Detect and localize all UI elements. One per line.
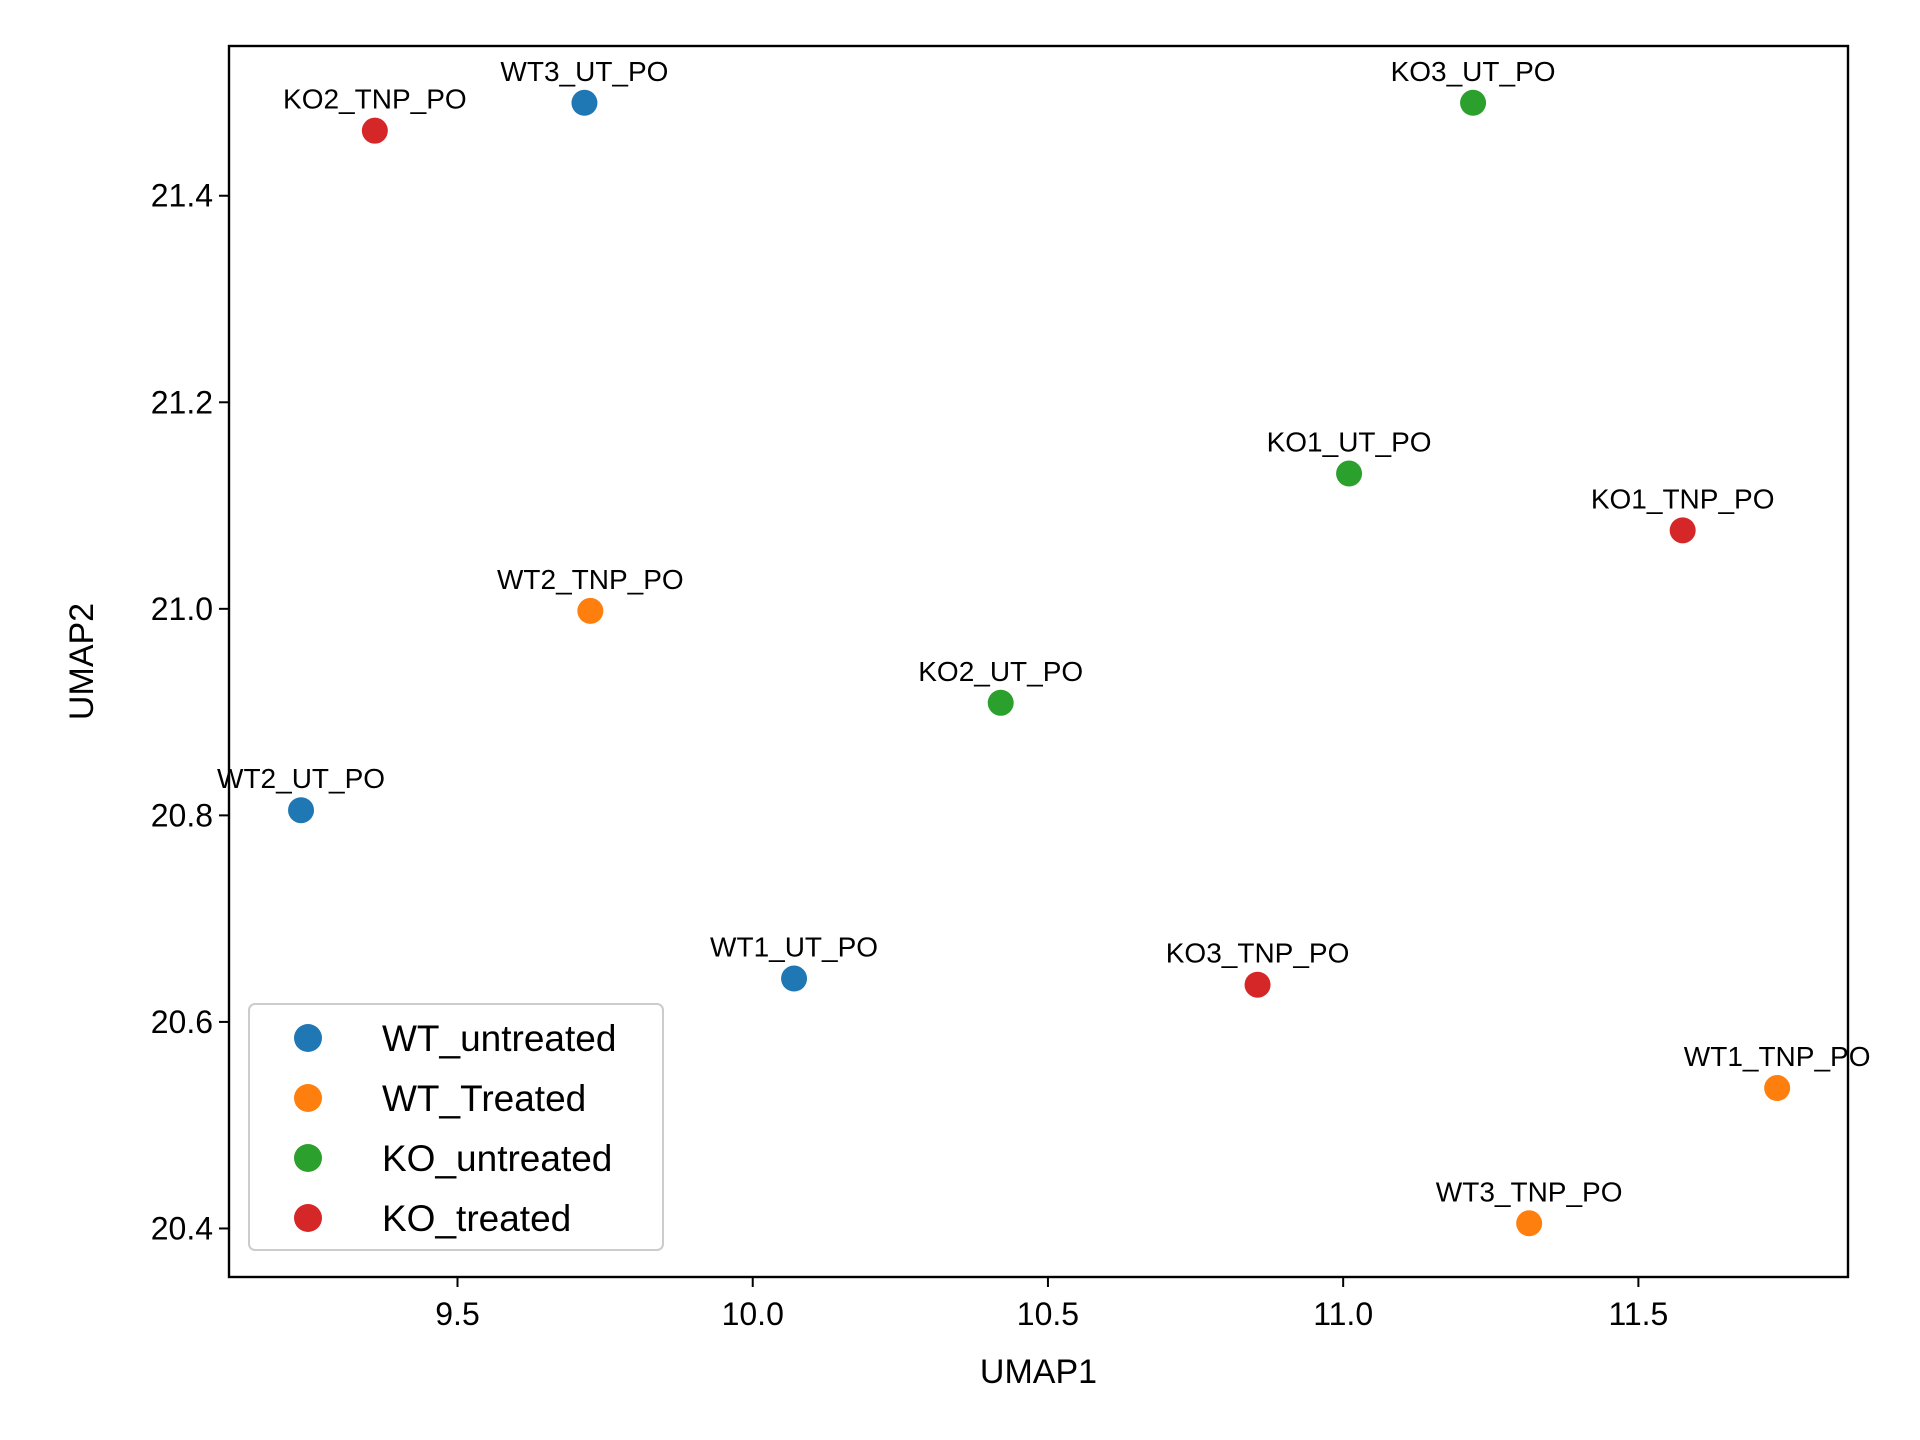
data-point-ko1-ut-po [1336,460,1363,487]
x-tick-label: 11.5 [1608,1296,1668,1332]
data-point-ko2-tnp-po [361,117,388,144]
y-tick-label: 20.4 [151,1210,213,1246]
data-point-ko2-ut-po [987,689,1014,716]
legend: WT_untreated WT_Treated KO_untreated KO_tre… [248,1003,664,1251]
point-label: KO1_TNP_PO [1591,483,1775,514]
data-point-wt1-ut-po [781,965,808,992]
point-label: WT2_TNP_PO [497,564,684,595]
y-tick-label: 20.8 [151,797,213,833]
plot-frame [227,44,1850,1279]
point-label: KO2_UT_PO [918,656,1083,687]
point-label: WT2_UT_PO [217,763,385,794]
data-point-ko1-tnp-po [1669,517,1696,544]
point-label: WT3_UT_PO [500,56,668,87]
point-label: KO3_UT_PO [1391,56,1556,87]
data-point-ko3-ut-po [1460,89,1487,116]
legend-entry-label: KO_treated [382,1198,571,1239]
point-label: KO2_TNP_PO [283,84,467,115]
y-tick-label: 20.6 [151,1004,213,1040]
point-label: KO3_TNP_PO [1166,938,1350,969]
y-axis-label: UMAP2 [63,603,101,720]
data-points [288,89,1791,1237]
point-label: WT1_TNP_PO [1684,1041,1871,1072]
data-point-wt2-ut-po [288,797,315,824]
data-point-labels: WT1_UT_PO WT2_UT_PO WT3_UT_PO WT1_TNP_PO WT2… [217,56,1870,1207]
x-tick-label: 11.0 [1313,1296,1373,1332]
x-axis-label: UMAP1 [980,1353,1097,1391]
legend-entry-label: WT_untreated [382,1018,616,1059]
point-label: WT1_UT_PO [710,932,878,963]
legend-entry-label: KO_untreated [382,1138,612,1179]
x-tick-label: 9.5 [435,1296,479,1332]
legend-box [248,1003,664,1251]
legend-marker [294,1024,322,1052]
data-point-wt3-ut-po [571,89,598,116]
x-tick-label: 10.5 [1017,1296,1079,1332]
x-tick-label: 10.0 [722,1296,784,1332]
legend-marker [294,1084,322,1112]
y-tick-label: 21.4 [151,178,213,214]
y-tick-label: 21.0 [151,591,213,627]
data-point-wt2-tnp-po [577,597,604,624]
legend-marker [294,1204,322,1232]
legend-marker [294,1144,322,1172]
data-point-wt1-tnp-po [1764,1075,1791,1102]
data-point-ko3-tnp-po [1244,971,1271,998]
data-point-wt3-tnp-po [1516,1210,1543,1237]
point-label: KO1_UT_PO [1267,427,1432,458]
legend-entry-label: WT_Treated [382,1078,586,1119]
axis-ticks: 9.5 10.0 10.5 11.0 11.5 20.4 20.6 20.8 21.0 21.2 2… [151,178,1669,1332]
y-tick-label: 21.2 [151,384,213,420]
point-label: WT3_TNP_PO [1436,1176,1623,1207]
